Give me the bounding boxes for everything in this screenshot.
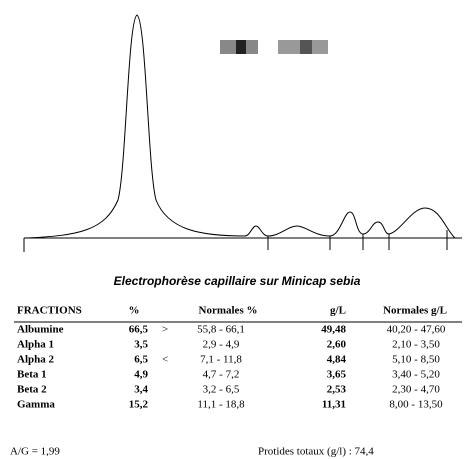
normal-gl: 40,20 - 47,60 bbox=[387, 324, 446, 336]
fraction-name: Beta 1 bbox=[17, 369, 47, 381]
flag: > bbox=[162, 324, 168, 336]
column-header: Normales g/L bbox=[383, 305, 447, 317]
normal-gl: 8,00 - 13,50 bbox=[389, 399, 443, 411]
percent: 4,9 bbox=[134, 369, 148, 381]
column-header: % bbox=[129, 305, 140, 317]
column-header: g/L bbox=[330, 305, 346, 317]
normal-gl: 2,30 - 4,70 bbox=[392, 384, 440, 396]
percent: 6,5 bbox=[134, 354, 148, 366]
percent: 3,4 bbox=[134, 384, 148, 396]
fraction-name: Albumine bbox=[17, 324, 64, 336]
results-table: FRACTIONS% Normales % g/L Normales g/L Album… bbox=[17, 305, 447, 411]
fraction-name: Alpha 1 bbox=[17, 339, 54, 351]
flag: < bbox=[162, 354, 168, 366]
percent: 15,2 bbox=[129, 399, 149, 411]
gl-value: 2,60 bbox=[327, 339, 347, 351]
gl-value: 11,31 bbox=[322, 399, 346, 411]
column-header: FRACTIONS bbox=[17, 305, 82, 317]
normal-gl: 5,10 - 8,50 bbox=[392, 354, 440, 366]
normal-percent: 7,1 - 11,8 bbox=[200, 354, 242, 366]
normal-percent: 2,9 - 4,9 bbox=[203, 339, 240, 351]
report: Electrophorèse capillaire sur Minicap se… bbox=[0, 0, 475, 459]
normal-percent: 55,8 - 66,1 bbox=[197, 324, 245, 336]
fraction-name: Beta 2 bbox=[17, 384, 47, 396]
column-header: Normales % bbox=[199, 305, 258, 317]
fraction-name: Alpha 2 bbox=[17, 354, 54, 366]
gl-value: 49,48 bbox=[321, 324, 346, 336]
ag-ratio: A/G = 1,99 bbox=[10, 446, 60, 458]
fraction-name: Gamma bbox=[17, 399, 55, 411]
normal-gl: 3,40 - 5,20 bbox=[392, 369, 440, 381]
gl-value: 4,84 bbox=[327, 354, 347, 366]
total-protein: Protides totaux (g/l) : 74,4 bbox=[258, 446, 374, 458]
gl-value: 3,65 bbox=[327, 369, 347, 381]
title: Electrophorèse capillaire sur Minicap se… bbox=[114, 274, 361, 288]
normal-percent: 11,1 - 18,8 bbox=[197, 399, 245, 411]
percent: 66,5 bbox=[129, 324, 149, 336]
percent: 3,5 bbox=[134, 339, 148, 351]
normal-gl: 2,10 - 3,50 bbox=[392, 339, 440, 351]
gel-image bbox=[220, 40, 328, 54]
normal-percent: 4,7 - 7,2 bbox=[203, 369, 240, 381]
normal-percent: 3,2 - 6,5 bbox=[203, 384, 240, 396]
gl-value: 2,53 bbox=[327, 384, 347, 396]
